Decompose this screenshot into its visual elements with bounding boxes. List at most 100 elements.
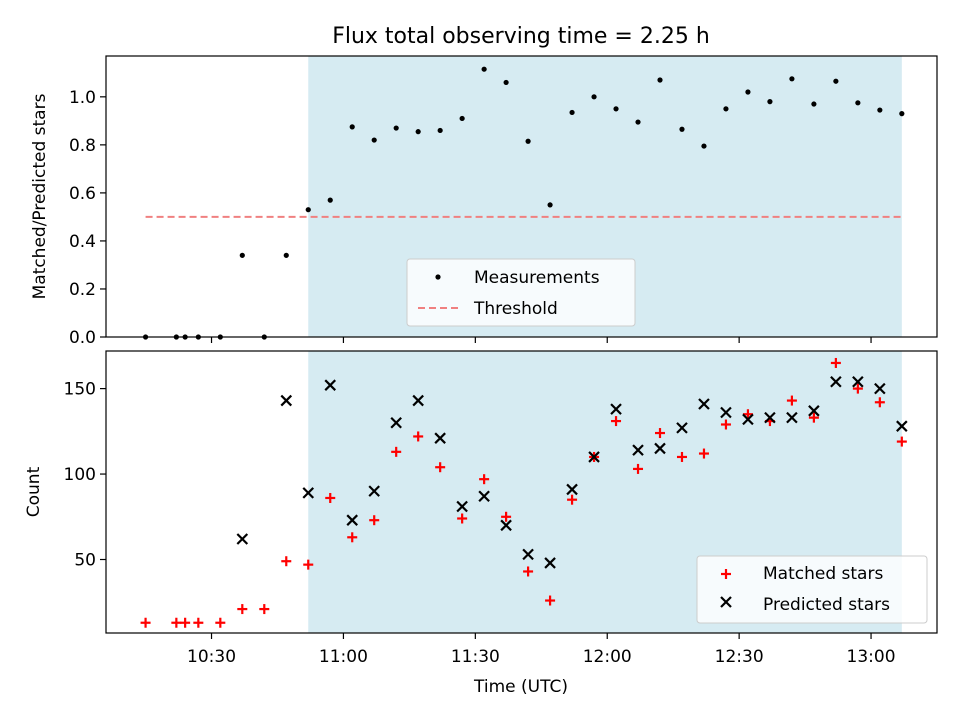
matched-star-point xyxy=(545,595,556,606)
top-x-ticks xyxy=(210,337,872,343)
matched-star-point xyxy=(303,559,314,570)
predicted-star-point xyxy=(544,557,556,569)
y-tick-label: 0.0 xyxy=(69,328,96,348)
bottom-legend-box xyxy=(696,555,928,624)
bottom-axes-frame xyxy=(105,350,938,634)
matched-star-point xyxy=(808,412,819,423)
predicted-star-point xyxy=(368,485,380,497)
legend-predicted-marker xyxy=(720,596,732,608)
predicted-star-point xyxy=(720,406,732,419)
measurement-point xyxy=(415,129,421,135)
matched-star-point xyxy=(180,617,191,628)
measurement-point xyxy=(877,107,883,113)
legend-measurements-marker xyxy=(435,274,441,280)
predicted-star-point xyxy=(742,413,754,426)
x-tick-label: 11:00 xyxy=(319,647,368,667)
measurement-points xyxy=(142,66,905,340)
measurement-point xyxy=(701,143,707,149)
x-tick-label: 12:00 xyxy=(583,647,632,667)
bottom-y-axis-label: Count xyxy=(24,466,44,517)
predicted-star-point xyxy=(478,490,490,503)
measurement-point xyxy=(767,99,773,105)
predicted-star-point xyxy=(654,442,666,455)
y-tick-label: 0.4 xyxy=(69,232,96,252)
matched-star-point xyxy=(720,419,731,430)
matched-star-point xyxy=(369,515,380,526)
measurement-point xyxy=(569,109,575,116)
matched-star-point xyxy=(435,462,446,473)
legend-threshold-label: Threshold xyxy=(473,299,558,319)
predicted-star-point xyxy=(390,417,402,429)
predicted-star-point xyxy=(896,420,908,432)
predicted-star-point xyxy=(280,394,293,407)
measurement-point xyxy=(855,100,861,106)
matched-star-point xyxy=(501,511,512,522)
measurement-point xyxy=(789,76,795,82)
predicted-star-point xyxy=(610,403,622,415)
matched-star-point xyxy=(874,397,885,408)
matched-star-point xyxy=(171,617,182,628)
top-legend: Measurements Threshold xyxy=(406,258,636,327)
matched-star-point xyxy=(676,451,687,462)
x-tick-label: 12:30 xyxy=(715,647,764,667)
matched-star-point xyxy=(479,474,490,485)
matched-star-point xyxy=(237,604,248,615)
bottom-y-ticks: 50 100 150 xyxy=(64,380,106,571)
predicted-star-point xyxy=(566,483,578,496)
y-tick-label: 150 xyxy=(64,380,96,400)
matched-star-point xyxy=(140,617,151,628)
measurement-point xyxy=(481,66,487,72)
predicted-star-point xyxy=(632,444,644,456)
predicted-star-point xyxy=(764,411,776,424)
legend-matched-label: Matched stars xyxy=(763,564,883,584)
measurement-point xyxy=(349,124,355,130)
bottom-x-ticks: 10:30 11:00 11:30 12:00 12:30 13:00 xyxy=(187,633,896,667)
top-axes-frame xyxy=(105,55,938,338)
x-tick-label: 11:30 xyxy=(451,647,500,667)
predicted-star-point xyxy=(434,432,446,444)
measurement-point xyxy=(745,89,751,95)
top-y-axis-label: Matched/Predicted stars xyxy=(30,93,50,299)
matched-star-point xyxy=(413,431,424,442)
measurement-point xyxy=(613,106,619,112)
legend-predicted-label: Predicted stars xyxy=(763,595,890,615)
predicted-star-point xyxy=(676,422,688,434)
measurement-point xyxy=(371,137,377,143)
predicted-star-point xyxy=(500,519,512,532)
matched-star-point xyxy=(611,416,622,427)
matched-star-point xyxy=(698,448,709,459)
measurement-point xyxy=(833,78,839,84)
measurement-point xyxy=(437,127,443,134)
measurement-point xyxy=(657,77,663,83)
measurement-point xyxy=(327,197,333,203)
predicted-star-point xyxy=(522,548,534,561)
predicted-star-points xyxy=(236,375,908,569)
measurement-point xyxy=(811,101,817,107)
matched-star-point xyxy=(633,463,644,474)
predicted-star-point xyxy=(830,375,842,388)
measurement-point xyxy=(635,119,641,125)
measurement-point xyxy=(547,202,553,208)
predicted-star-point xyxy=(346,514,359,526)
measurement-point xyxy=(723,106,729,112)
matched-star-point xyxy=(567,494,578,505)
top-y-ticks: 0.0 0.2 0.4 0.6 0.8 1.0 xyxy=(69,88,106,348)
matched-star-point xyxy=(193,617,204,628)
measurement-point xyxy=(459,115,465,122)
matched-star-point xyxy=(896,436,907,447)
measurement-point xyxy=(503,79,509,86)
x-axis-label: Time (UTC) xyxy=(473,677,568,697)
predicted-star-point xyxy=(874,382,886,395)
measurement-point xyxy=(283,252,289,258)
predicted-star-point xyxy=(698,398,710,410)
matched-star-point xyxy=(347,532,358,543)
y-tick-label: 1.0 xyxy=(69,88,96,108)
measurement-point xyxy=(679,126,685,132)
predicted-star-point xyxy=(852,375,864,388)
matched-star-point xyxy=(523,566,534,577)
predicted-star-point xyxy=(236,533,249,545)
matched-star-point xyxy=(281,556,292,567)
legend-matched-marker xyxy=(721,569,731,579)
